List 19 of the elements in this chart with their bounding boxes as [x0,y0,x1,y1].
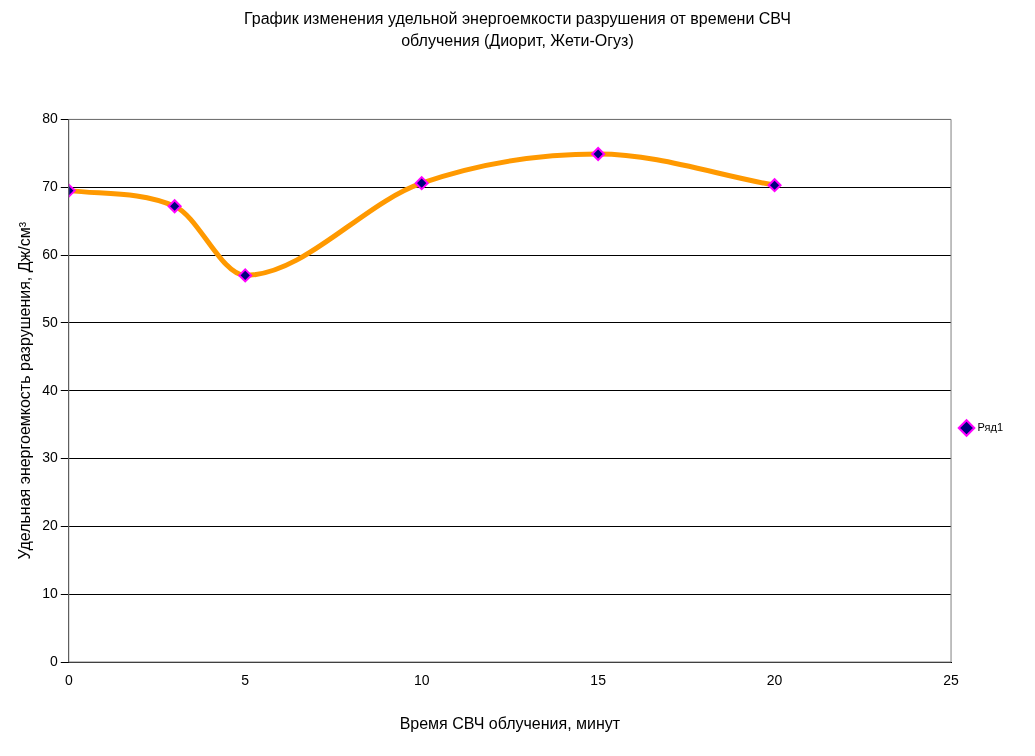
y-tick-label: 20 [42,517,58,534]
legend-label: Ряд1 [977,421,1003,434]
chart-title: График изменения удельной энергоемкости разрушения от времени СВЧ облучения (Диорит, Жети-Огуз) [243,9,792,51]
x-tick-label: 0 [64,672,73,689]
y-tick-label: 80 [42,110,58,127]
y-tick-label: 70 [42,178,58,195]
y-tick-label: 50 [42,313,58,330]
x-tick-label: 5 [241,672,250,689]
y-axis-title: Удельная энергоемкость разрушения, Дж/см³ [16,221,34,560]
x-tick-label: 10 [413,672,430,689]
x-tick-label: 15 [590,672,607,689]
x-tick-label: 25 [943,672,960,689]
y-tick-label: 40 [42,381,58,398]
y-tick-label: 30 [42,449,58,466]
y-tick-label: 0 [49,652,58,669]
x-tick-label: 20 [766,672,783,689]
y-tick-label: 10 [42,585,58,602]
x-axis-title: Время СВЧ облучения, минут [399,714,621,732]
y-tick-label: 60 [42,245,58,262]
